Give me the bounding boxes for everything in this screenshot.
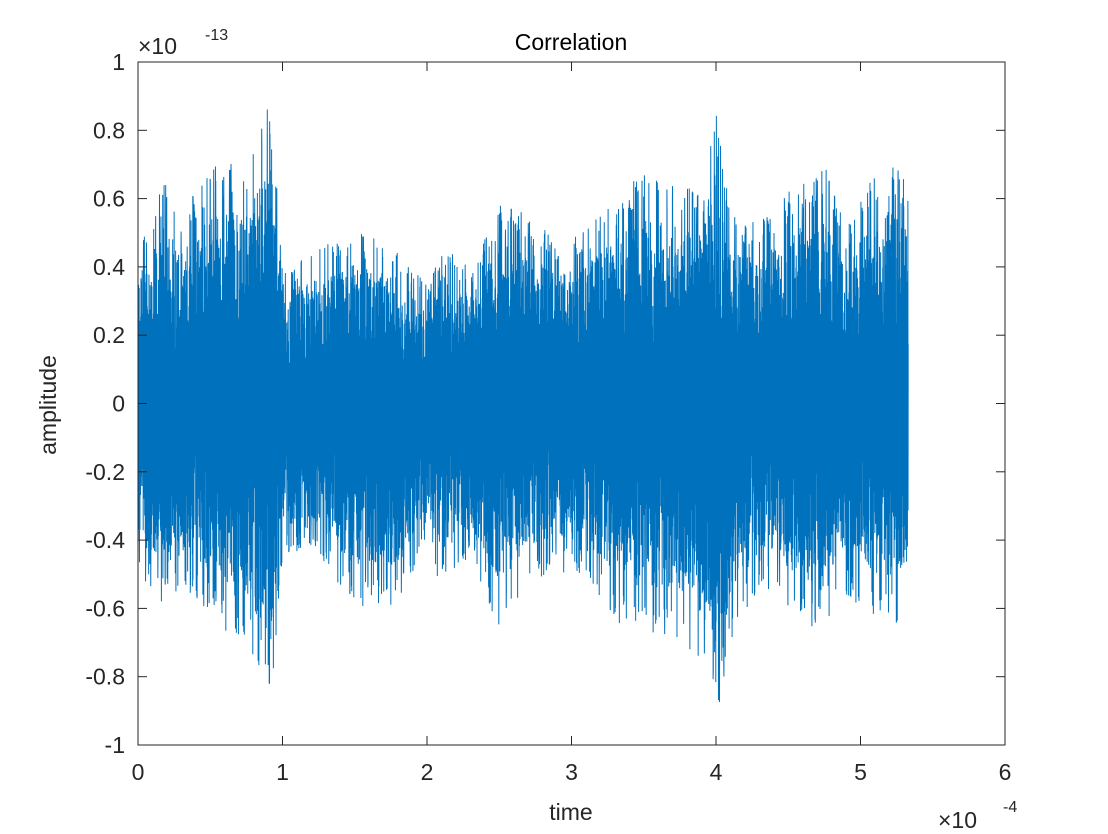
y-scale-base: ×10	[138, 33, 177, 59]
plot-area	[137, 109, 909, 703]
y-tick-label: -0.4	[85, 527, 125, 553]
chart-title: Correlation	[515, 29, 628, 55]
x-tick-label: 2	[421, 759, 434, 785]
x-tick-label: 3	[565, 759, 578, 785]
x-tick-label: 5	[854, 759, 867, 785]
x-scale-exponent: -4	[1003, 799, 1017, 816]
y-tick-label: 0	[112, 391, 125, 417]
x-scale-base: ×10	[938, 807, 977, 833]
y-tick-label: 0.8	[93, 117, 125, 143]
y-tick-label: -0.8	[85, 664, 125, 690]
x-tick-label: 1	[276, 759, 289, 785]
x-axis-label: time	[549, 799, 592, 825]
x-tick-label: 4	[710, 759, 723, 785]
y-tick-label: 0.6	[93, 186, 125, 212]
y-tick-label: 0.4	[93, 254, 125, 280]
x-tick-label: 0	[132, 759, 145, 785]
y-tick-label: -0.6	[85, 595, 125, 621]
y-scale-exponent: -13	[205, 27, 228, 44]
y-tick-label: 1	[112, 49, 125, 75]
y-axis-label: amplitude	[35, 355, 61, 455]
y-tick-label: -0.2	[85, 459, 125, 485]
x-tick-label: 6	[999, 759, 1012, 785]
series-line-0	[137, 109, 909, 703]
x-axis-scale-label: ×10 -4	[938, 799, 1017, 833]
y-axis-scale-label: ×10 -13	[138, 27, 228, 59]
y-tick-label: 0.2	[93, 322, 125, 348]
axes: 0 1 2 3 4 5 6 -1 -0.8 -0.6 -0.4 -0.2 0 0.2 0.4 0.6 0.8 1	[85, 49, 1011, 785]
y-tick-label: -1	[105, 732, 125, 758]
